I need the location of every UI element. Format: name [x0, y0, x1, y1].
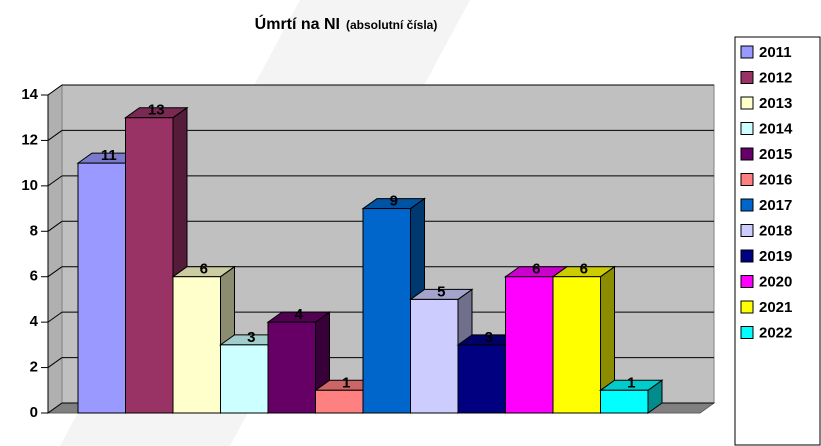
- y-tick-label: 10: [21, 177, 38, 194]
- y-tick-label: 6: [30, 268, 38, 285]
- legend-label: 2021: [759, 299, 792, 316]
- y-tick-label: 12: [21, 131, 38, 148]
- bar: [220, 344, 269, 414]
- grid-line: [47, 175, 63, 187]
- data-label: 3: [485, 329, 493, 346]
- legend-swatch: [740, 300, 754, 314]
- legend-label: 2012: [759, 69, 792, 86]
- legend-label: 2022: [759, 324, 792, 341]
- bar: [172, 276, 221, 414]
- data-label: 6: [200, 261, 208, 278]
- y-tick-label: 14: [21, 86, 38, 103]
- bar: [77, 162, 126, 414]
- bar: [600, 389, 649, 414]
- legend-label: 2015: [759, 146, 792, 163]
- data-label: 6: [532, 261, 540, 278]
- data-label: 3: [247, 329, 255, 346]
- bar: [505, 276, 554, 414]
- bar: [457, 344, 506, 414]
- legend-swatch: [740, 173, 754, 186]
- legend-swatch: [740, 147, 754, 161]
- legend-swatch: [740, 275, 754, 288]
- bar: [362, 208, 411, 414]
- legend-swatch: [740, 224, 754, 237]
- data-label: 5: [437, 283, 445, 300]
- data-label: 9: [390, 193, 398, 210]
- bar: [552, 276, 601, 414]
- bar: [410, 298, 459, 414]
- y-tick-label: 4: [30, 313, 39, 330]
- legend-label: 2018: [759, 222, 792, 239]
- legend-label: 2013: [759, 95, 792, 112]
- legend-swatch: [740, 249, 754, 263]
- data-label: 6: [580, 261, 588, 278]
- side-wall: [47, 84, 63, 414]
- legend-swatch: [740, 45, 754, 59]
- data-label: 11: [101, 147, 117, 164]
- legend-swatch: [740, 71, 754, 84]
- legend-label: 2020: [759, 273, 792, 290]
- grid-line: [47, 130, 63, 141]
- data-label: 13: [148, 102, 165, 119]
- legend-swatch: [740, 96, 754, 110]
- grid-line: [47, 311, 63, 323]
- legend-swatch: [740, 198, 754, 212]
- data-label: 4: [295, 306, 304, 323]
- grid-line: [47, 220, 63, 232]
- chart-title: Úmrtí na NI: [255, 14, 340, 33]
- legend-swatch: [740, 122, 754, 135]
- grid-line: [47, 402, 63, 414]
- data-label: 1: [627, 374, 635, 391]
- grid-line: [47, 84, 63, 96]
- legend-label: 2016: [759, 171, 792, 188]
- y-tick-label: 2: [30, 359, 38, 376]
- bar: [125, 117, 174, 414]
- bar: [267, 321, 316, 414]
- legend-swatch: [740, 326, 754, 339]
- y-tick-label: 8: [30, 222, 38, 239]
- y-tick-label: 0: [30, 404, 38, 421]
- legend-label: 2017: [759, 197, 792, 214]
- chart-subtitle: (absolutní čísla): [346, 18, 437, 32]
- grid-line: [47, 357, 63, 368]
- legend-label: 2014: [759, 120, 793, 137]
- grid-line: [47, 266, 63, 278]
- data-label: 1: [342, 374, 350, 391]
- legend-label: 2019: [759, 248, 792, 265]
- legend-label: 2011: [759, 44, 792, 61]
- bar: [315, 389, 364, 414]
